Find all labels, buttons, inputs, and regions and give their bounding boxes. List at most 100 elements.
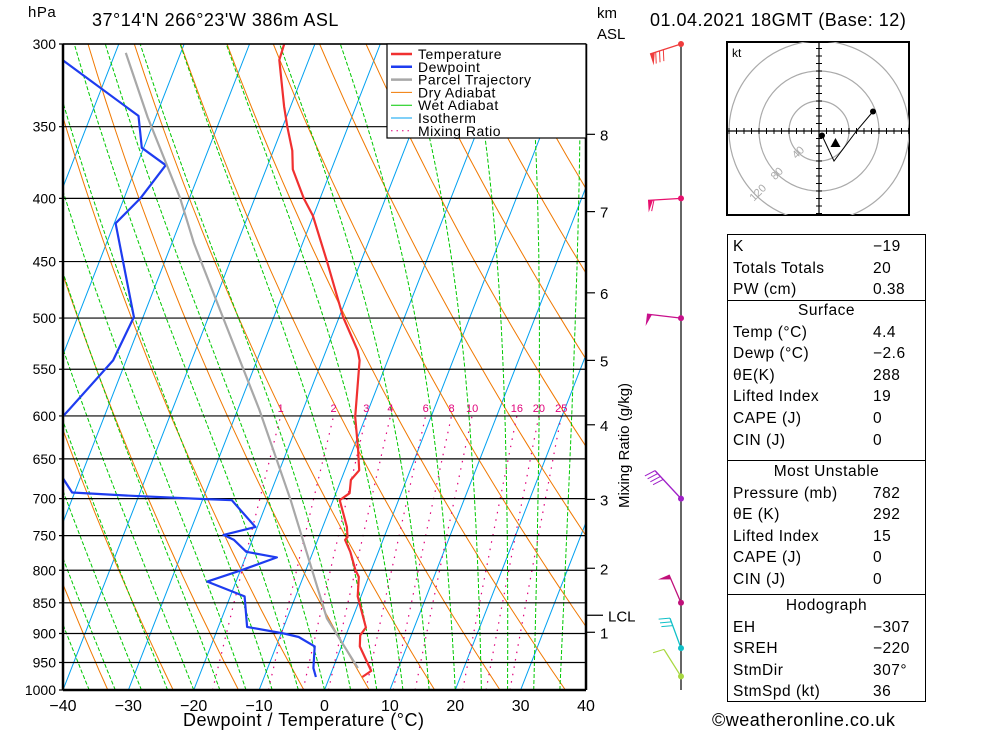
pressure-tick-label: 550 [33, 361, 57, 377]
wind-barb [658, 617, 684, 652]
wet-adiabat-line [73, 44, 299, 690]
pressure-tick-label: 500 [33, 310, 57, 326]
pressure-tick-label: 650 [33, 451, 57, 467]
pressure-tick-label: 400 [33, 190, 57, 206]
surface-panel: Surface Temp (°C) 4.4 Dewp (°C) −2.6 θE(K)… [727, 300, 926, 461]
isotherm-line [520, 520, 586, 690]
wind-barb-stem [654, 470, 682, 500]
wet-adiabat-line [279, 44, 430, 690]
wind-barb-tick [659, 621, 672, 624]
copyright-link[interactable]: ©weatheronline.co.uk [712, 710, 896, 730]
pressure-tick-label: 1000 [25, 682, 56, 698]
wind-barb-flag [650, 52, 655, 66]
pressure-tick-label: 700 [33, 491, 57, 507]
height-km-label: 6 [600, 286, 608, 303]
hodograph-panel: Hodograph EH −307 SREH −220 StmDir 307° Stm… [727, 594, 926, 702]
isobars [59, 43, 586, 691]
wind-barb-flag [645, 314, 652, 327]
pressure-tick-label: 750 [33, 528, 57, 544]
mixing-ratio-line [365, 415, 427, 690]
legend-entry: Mixing Ratio [418, 123, 501, 139]
wet-adiabat-line [529, 44, 540, 690]
legend-entry: Dry Adiabat [418, 84, 496, 100]
wind-barb [649, 41, 684, 66]
x-tick-label: 10 [381, 698, 399, 715]
wind-barb-tick [655, 52, 657, 64]
hodograph-start-dot [819, 132, 825, 139]
height-km-label: 7 [600, 205, 608, 222]
wind-barb-stem [647, 197, 682, 202]
mixing-ratio-axis-title: Mixing Ratio (g/kg) [616, 382, 633, 508]
height-km-label: 4 [600, 418, 608, 435]
wind-barb-stem [669, 617, 682, 649]
dry-adiabat-line [63, 428, 174, 690]
x-tick-label: −10 [246, 698, 273, 715]
wet-adiabat-line [405, 44, 482, 690]
wind-barb-dot [678, 673, 684, 680]
wind-barb-stem [649, 43, 682, 55]
indices-panel: K −19 Totals Totals 20 PW (cm) 0.38 [727, 234, 926, 301]
wind-barb-tick [644, 470, 656, 477]
isotherm-line [454, 353, 586, 690]
mixing-ratio-label: 2 [331, 403, 337, 415]
mixing-ratio-label: 1 [278, 403, 284, 415]
stat-row-totals: Totals Totals 20 [733, 259, 892, 277]
legend-entry: Temperature [418, 46, 502, 62]
mixing-ratio-line [211, 415, 282, 690]
dry-adiabat-line [63, 582, 109, 690]
wet-adiabat-line [63, 100, 273, 690]
hodograph-trace [821, 111, 874, 162]
hodograph-end-dot [870, 108, 876, 115]
dewpoint-line [63, 59, 317, 678]
pressure-tick-label: 300 [33, 36, 57, 52]
dry-adiabat-line [226, 44, 566, 690]
x-tick-label: −40 [49, 698, 76, 715]
wind-barb-flag [657, 574, 671, 580]
isotherm-line [324, 44, 577, 690]
axes: 1 2 3 4 6 8 10 16 20 2530035040045050055060065070… [25, 36, 636, 715]
mixing-ratio-line [414, 415, 473, 690]
wind-barb-dot [678, 645, 684, 652]
height-km-label: 1 [600, 625, 608, 642]
isotherm-line [63, 44, 316, 690]
wet-adiabat-line [63, 419, 169, 690]
wind-barb-tick [651, 199, 655, 212]
dry-adiabat-line [411, 44, 586, 361]
wind-barb [645, 313, 684, 327]
mixing-ratio-line [462, 415, 518, 690]
temperature-line [278, 44, 373, 678]
pressure-tick-label: 900 [33, 625, 57, 641]
x-tick-label: 20 [446, 698, 464, 715]
most-unstable-panel: Most Unstable Pressure (mb) 782 θE (K) 292… [727, 460, 926, 595]
wind-barb-stem [668, 574, 682, 604]
dry-adiabat-line [365, 44, 586, 448]
mixing-ratio-label: 6 [423, 403, 429, 415]
wet-adiabat-line [470, 44, 509, 690]
legend-entry: Wet Adiabat [418, 97, 499, 113]
wet-adiabat-line [63, 556, 116, 690]
x-tick-label: −20 [180, 698, 207, 715]
x-tick-label: −30 [115, 698, 142, 715]
mixing-ratio-label: 25 [555, 403, 567, 415]
wind-barb-flag [648, 200, 653, 213]
isotherm-line [63, 44, 120, 189]
wind-barb-stem [663, 649, 682, 677]
dry-adiabat-line [272, 44, 586, 628]
wind-barb-tick [659, 50, 661, 63]
x-tick-label: 30 [512, 698, 530, 715]
height-unit-asl: ASL [597, 26, 626, 43]
location-title: 37°14'N 266°23'W 386m ASL [92, 10, 339, 30]
wind-barb-dot [678, 41, 684, 47]
mixing-ratio-line [267, 415, 335, 690]
mixing-ratio-line [327, 415, 392, 690]
wind-barb-dot [678, 495, 684, 502]
isotherm-line [127, 44, 381, 690]
wet-adiabat-line [179, 44, 378, 690]
height-km-label: 5 [600, 353, 608, 370]
pressure-tick-label: 350 [33, 119, 57, 135]
isotherm-line [258, 44, 512, 690]
height-km-label: 2 [600, 561, 608, 578]
parcel-trajectory-line [124, 52, 359, 669]
